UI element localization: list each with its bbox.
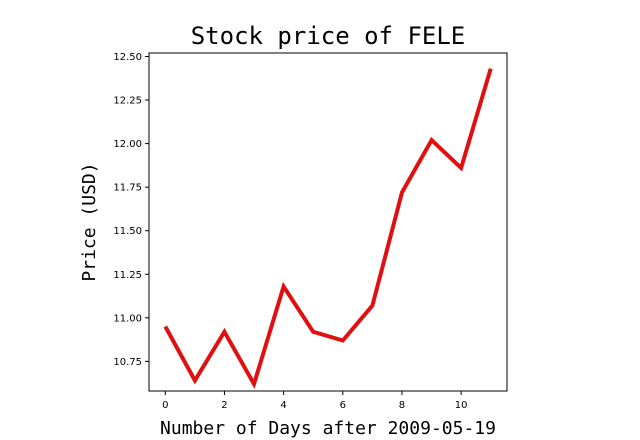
x-axis: 0 2 4 6 8 10	[162, 391, 468, 411]
x-tick-label: 4	[280, 400, 286, 411]
y-tick-label: 11.00	[113, 313, 142, 324]
series-line	[163, 68, 493, 390]
y-tick-label: 12.25	[113, 96, 142, 107]
x-axis-label: Number of Days after 2009-05-19	[160, 418, 496, 439]
plot-frame	[148, 52, 508, 392]
y-axis-label: Price (USD)	[79, 162, 100, 281]
y-tick-label: 11.50	[113, 226, 142, 237]
x-tick-label: 0	[162, 400, 168, 411]
plot-area: 0 2 4 6 8 10 10.75 11.00 11.25 11.50 11.75 12.00 12…	[113, 52, 508, 411]
x-tick-label: 10	[455, 400, 468, 411]
x-tick-label: 2	[221, 400, 227, 411]
y-tick-label: 11.25	[113, 270, 142, 281]
y-tick-label: 12.00	[113, 139, 142, 150]
x-tick-label: 6	[340, 400, 346, 411]
x-tick-label: 8	[399, 400, 405, 411]
y-axis: 10.75 11.00 11.25 11.50 11.75 12.00 12.25 12.50	[113, 52, 149, 368]
y-tick-label: 12.50	[113, 52, 142, 63]
y-tick-label: 11.75	[113, 183, 142, 194]
chart-title: Stock price of FELE	[191, 22, 466, 50]
y-tick-label: 10.75	[113, 357, 142, 368]
